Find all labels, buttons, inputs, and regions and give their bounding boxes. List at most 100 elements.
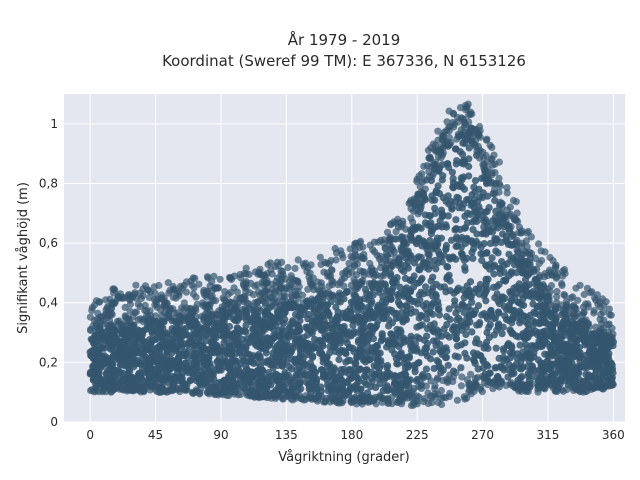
data-point bbox=[157, 369, 166, 377]
data-point bbox=[479, 284, 487, 292]
data-point bbox=[284, 263, 292, 272]
data-point bbox=[530, 266, 539, 274]
x-axis-title: Vågriktning (grader) bbox=[278, 450, 409, 465]
data-point bbox=[409, 401, 417, 409]
data-point bbox=[102, 306, 110, 314]
data-point bbox=[282, 284, 290, 292]
data-point bbox=[462, 320, 470, 328]
data-point bbox=[206, 367, 214, 375]
data-point bbox=[384, 361, 392, 370]
data-point bbox=[229, 367, 237, 375]
data-point bbox=[385, 322, 393, 330]
data-point bbox=[397, 339, 405, 347]
data-point bbox=[547, 282, 556, 290]
data-point bbox=[261, 272, 269, 280]
data-point bbox=[459, 139, 467, 147]
data-point bbox=[427, 219, 435, 227]
data-point bbox=[562, 310, 570, 318]
data-point bbox=[185, 308, 193, 316]
data-point bbox=[418, 274, 426, 282]
data-point bbox=[537, 317, 545, 325]
data-point bbox=[277, 338, 285, 346]
data-point bbox=[576, 319, 584, 327]
data-point bbox=[453, 113, 462, 122]
data-point bbox=[203, 359, 211, 367]
data-point bbox=[99, 344, 107, 352]
data-point bbox=[534, 302, 542, 311]
data-point bbox=[500, 268, 508, 276]
data-point bbox=[258, 393, 266, 401]
data-point bbox=[385, 316, 393, 324]
data-point bbox=[564, 358, 572, 367]
data-point bbox=[473, 321, 481, 329]
x-tick-label: 360 bbox=[602, 428, 625, 442]
data-point bbox=[467, 137, 475, 145]
data-point bbox=[367, 374, 375, 382]
data-point bbox=[307, 261, 315, 269]
data-point bbox=[417, 188, 425, 196]
data-point bbox=[350, 275, 358, 283]
data-point bbox=[156, 324, 164, 332]
data-point bbox=[494, 224, 502, 232]
data-point bbox=[422, 382, 430, 390]
data-point bbox=[487, 155, 495, 163]
data-point bbox=[275, 279, 283, 288]
data-point bbox=[445, 305, 453, 313]
data-point bbox=[308, 363, 316, 371]
data-point bbox=[506, 203, 514, 211]
data-point bbox=[397, 376, 405, 384]
data-point bbox=[457, 364, 465, 372]
data-point bbox=[117, 361, 125, 369]
data-point bbox=[203, 301, 211, 309]
data-point bbox=[359, 254, 367, 262]
data-point bbox=[233, 339, 241, 347]
data-point bbox=[401, 369, 409, 377]
data-point bbox=[444, 212, 452, 220]
data-point bbox=[301, 395, 310, 404]
data-point bbox=[254, 270, 262, 278]
data-point bbox=[446, 371, 454, 379]
data-point bbox=[443, 321, 451, 329]
data-point bbox=[281, 307, 289, 315]
data-point bbox=[510, 382, 519, 390]
data-point bbox=[438, 400, 446, 409]
data-point bbox=[197, 324, 205, 332]
data-point bbox=[465, 172, 473, 180]
data-point bbox=[580, 309, 588, 317]
data-point bbox=[329, 343, 337, 351]
data-point bbox=[106, 372, 114, 380]
data-point bbox=[101, 356, 109, 364]
data-point bbox=[322, 333, 330, 341]
data-point bbox=[332, 320, 340, 328]
data-point bbox=[339, 387, 347, 395]
data-point bbox=[234, 363, 242, 371]
data-point bbox=[165, 379, 173, 387]
data-point bbox=[571, 304, 579, 312]
data-point bbox=[412, 308, 420, 316]
data-point bbox=[448, 326, 457, 334]
data-point bbox=[352, 384, 360, 393]
data-point bbox=[440, 128, 448, 136]
data-point bbox=[431, 256, 439, 264]
data-point bbox=[508, 370, 516, 378]
data-point bbox=[523, 344, 531, 352]
data-point bbox=[468, 328, 476, 336]
data-point bbox=[541, 385, 549, 393]
data-point bbox=[517, 316, 525, 324]
data-point bbox=[266, 303, 274, 312]
data-point bbox=[158, 375, 166, 383]
data-point bbox=[369, 396, 377, 404]
data-point bbox=[434, 239, 442, 247]
data-point bbox=[307, 372, 315, 380]
data-point bbox=[548, 271, 556, 279]
data-point bbox=[495, 158, 503, 166]
data-point bbox=[88, 347, 96, 355]
data-point bbox=[181, 386, 189, 394]
data-point bbox=[319, 342, 327, 350]
data-point bbox=[274, 309, 282, 317]
data-point bbox=[230, 272, 238, 280]
data-point bbox=[176, 350, 184, 358]
data-point bbox=[430, 337, 438, 345]
data-point bbox=[218, 306, 226, 314]
data-point bbox=[342, 358, 350, 366]
